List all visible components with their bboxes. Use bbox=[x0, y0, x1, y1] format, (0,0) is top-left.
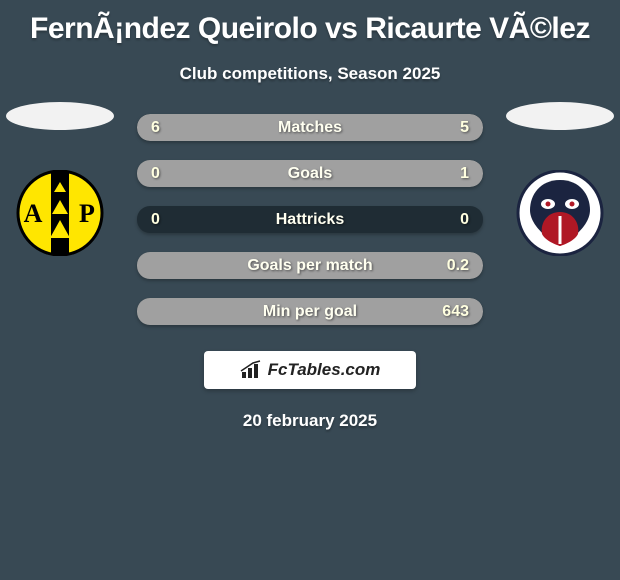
player-photo-right-placeholder bbox=[506, 102, 614, 130]
stat-value-left: 0 bbox=[151, 165, 160, 183]
svg-text:P: P bbox=[79, 199, 95, 228]
date-label: 20 february 2025 bbox=[0, 411, 620, 431]
stat-fill-left bbox=[137, 114, 326, 141]
player-photo-left-placeholder bbox=[6, 102, 114, 130]
comparison-panel: A P 6Matches50Goals10Hattricks0Goals per… bbox=[0, 114, 620, 325]
stat-row: 0Hattricks0 bbox=[137, 206, 483, 233]
stat-value-right: 1 bbox=[460, 165, 469, 183]
right-column bbox=[500, 102, 620, 256]
svg-text:A: A bbox=[24, 199, 43, 228]
stats-list: 6Matches50Goals10Hattricks0Goals per mat… bbox=[137, 114, 483, 325]
left-column: A P bbox=[0, 102, 120, 256]
fortaleza-crest-icon bbox=[510, 170, 610, 256]
alianza-petrolera-crest-icon: A P bbox=[10, 170, 110, 256]
stat-value-right: 5 bbox=[460, 119, 469, 137]
brand-label: FcTables.com bbox=[268, 360, 381, 380]
team-crest-left: A P bbox=[10, 170, 110, 256]
stat-fill-right bbox=[137, 298, 483, 325]
team-crest-right bbox=[510, 170, 610, 256]
bar-chart-icon bbox=[240, 360, 264, 380]
stat-row: Goals per match0.2 bbox=[137, 252, 483, 279]
stat-value-right: 0.2 bbox=[447, 257, 469, 275]
stat-label: Hattricks bbox=[137, 211, 483, 229]
stat-value-left: 6 bbox=[151, 119, 160, 137]
stat-fill-right bbox=[137, 252, 483, 279]
stat-fill-right bbox=[137, 160, 483, 187]
page-title: FernÃ¡ndez Queirolo vs Ricaurte VÃ©lez bbox=[0, 0, 620, 46]
stat-value-right: 643 bbox=[442, 303, 469, 321]
subtitle: Club competitions, Season 2025 bbox=[0, 64, 620, 84]
stat-value-right: 0 bbox=[460, 211, 469, 229]
stat-row: Min per goal643 bbox=[137, 298, 483, 325]
stat-value-left: 0 bbox=[151, 211, 160, 229]
stat-row: 0Goals1 bbox=[137, 160, 483, 187]
stat-row: 6Matches5 bbox=[137, 114, 483, 141]
brand-badge[interactable]: FcTables.com bbox=[204, 351, 416, 389]
